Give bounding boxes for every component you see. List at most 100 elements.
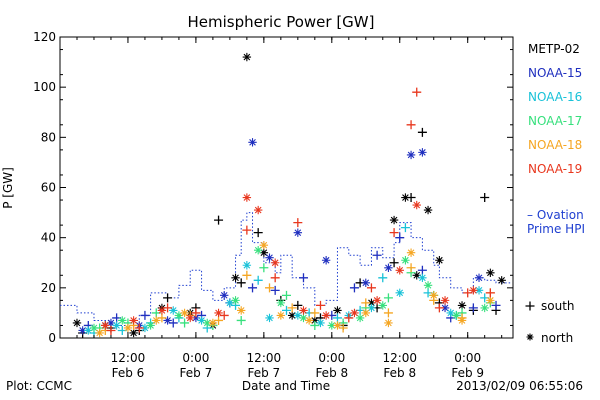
north-marker [197, 316, 206, 325]
south-marker [366, 283, 376, 293]
legend-entry-metp-02: METP-02 [528, 42, 580, 56]
legend: METP-02 NOAA-15 NOAA-16 NOAA-17 NOAA-18 NOAA-… [527, 42, 585, 236]
north-marker [140, 323, 150, 333]
marker-legend-south-label: south [541, 299, 575, 313]
north-marker [112, 321, 121, 330]
south-marker [395, 233, 405, 243]
north-marker [248, 138, 257, 147]
north-marker [457, 301, 467, 310]
north-marker [401, 256, 410, 265]
south-marker [315, 300, 325, 310]
x-tick-date: Feb 9 [451, 366, 484, 380]
north-marker [361, 308, 370, 318]
south-marker [412, 87, 422, 97]
y-tick-label: 120 [33, 30, 56, 44]
south-marker [242, 225, 252, 235]
south-marker [253, 228, 263, 238]
south-marker [417, 127, 427, 137]
north-marker [350, 308, 359, 318]
north-marker [486, 268, 495, 277]
north-marker [474, 286, 484, 295]
x-tick-time: 0:00 [454, 351, 481, 365]
south-marker [434, 303, 444, 313]
x-tick-time: 12:00 [382, 351, 417, 365]
north-marker [270, 258, 280, 267]
north-marker [361, 278, 370, 288]
south-marker [163, 293, 173, 303]
north-marker [412, 271, 421, 280]
north-marker [95, 328, 104, 338]
x-axis-title: Date and Time [242, 379, 330, 393]
north-marker [486, 296, 495, 305]
south-marker [344, 313, 354, 323]
north-marker [372, 296, 382, 305]
south-marker [293, 218, 303, 228]
north-marker [78, 326, 87, 335]
north-marker [259, 248, 269, 257]
north-marker [287, 311, 297, 320]
north-marker [316, 318, 325, 328]
x-tick-date: Feb 7 [180, 366, 213, 380]
legend-entry-noaa-17: NOAA-17 [528, 114, 582, 128]
north-marker [452, 311, 461, 320]
north-marker [276, 311, 286, 320]
south-marker [298, 273, 308, 283]
south-marker [248, 283, 258, 293]
north-marker [180, 308, 189, 318]
x-tick-date: Feb 8 [383, 366, 416, 380]
north-marker [367, 298, 376, 308]
south-marker [485, 288, 495, 298]
north-marker [146, 321, 155, 330]
north-marker [293, 228, 303, 237]
south-marker [287, 303, 297, 313]
south-marker [270, 285, 280, 295]
north-marker [440, 303, 450, 313]
north-marker [259, 240, 269, 250]
north-marker [225, 298, 235, 308]
south-marker [468, 303, 478, 313]
x-tick-date: Feb 8 [315, 366, 348, 380]
north-marker [304, 316, 314, 325]
chart-title: Hemispheric Power [GW] [188, 13, 375, 31]
north-marker [333, 321, 342, 330]
legend-entry-noaa-16: NOAA-16 [528, 90, 582, 104]
north-marker [457, 316, 467, 325]
north-marker [203, 318, 212, 328]
north-marker [429, 291, 438, 300]
south-marker [293, 300, 303, 310]
north-marker [418, 148, 427, 157]
north-marker [474, 273, 484, 282]
footer-timestamp: 2013/02/09 06:55:06 [456, 379, 583, 393]
north-marker [163, 316, 172, 325]
south-marker [259, 263, 269, 273]
south-marker [106, 325, 116, 335]
y-tick-label: 100 [33, 80, 56, 94]
north-marker [423, 281, 433, 290]
north-marker [231, 296, 240, 305]
north-marker [157, 306, 167, 315]
south-marker [180, 318, 190, 328]
y-tick-label: 80 [41, 130, 56, 144]
south-marker [191, 308, 201, 318]
north-marker [265, 313, 274, 323]
south-marker [282, 305, 291, 315]
north-marker [72, 318, 82, 328]
north-marker [214, 308, 223, 318]
north-marker [152, 316, 161, 325]
south-marker [310, 308, 320, 318]
north-marker [253, 246, 263, 255]
south-marker [214, 215, 224, 225]
north-marker [395, 266, 404, 275]
north-marker [101, 321, 110, 330]
north-marker [242, 261, 252, 270]
y-tick-label: 60 [41, 181, 56, 195]
south-marker [389, 258, 399, 268]
series-noaa-19 [101, 87, 495, 335]
north-marker [423, 205, 433, 215]
south-marker [406, 120, 416, 130]
north-marker [220, 291, 229, 300]
south-marker [236, 278, 246, 288]
north-marker [327, 321, 336, 330]
south-marker [491, 300, 501, 310]
